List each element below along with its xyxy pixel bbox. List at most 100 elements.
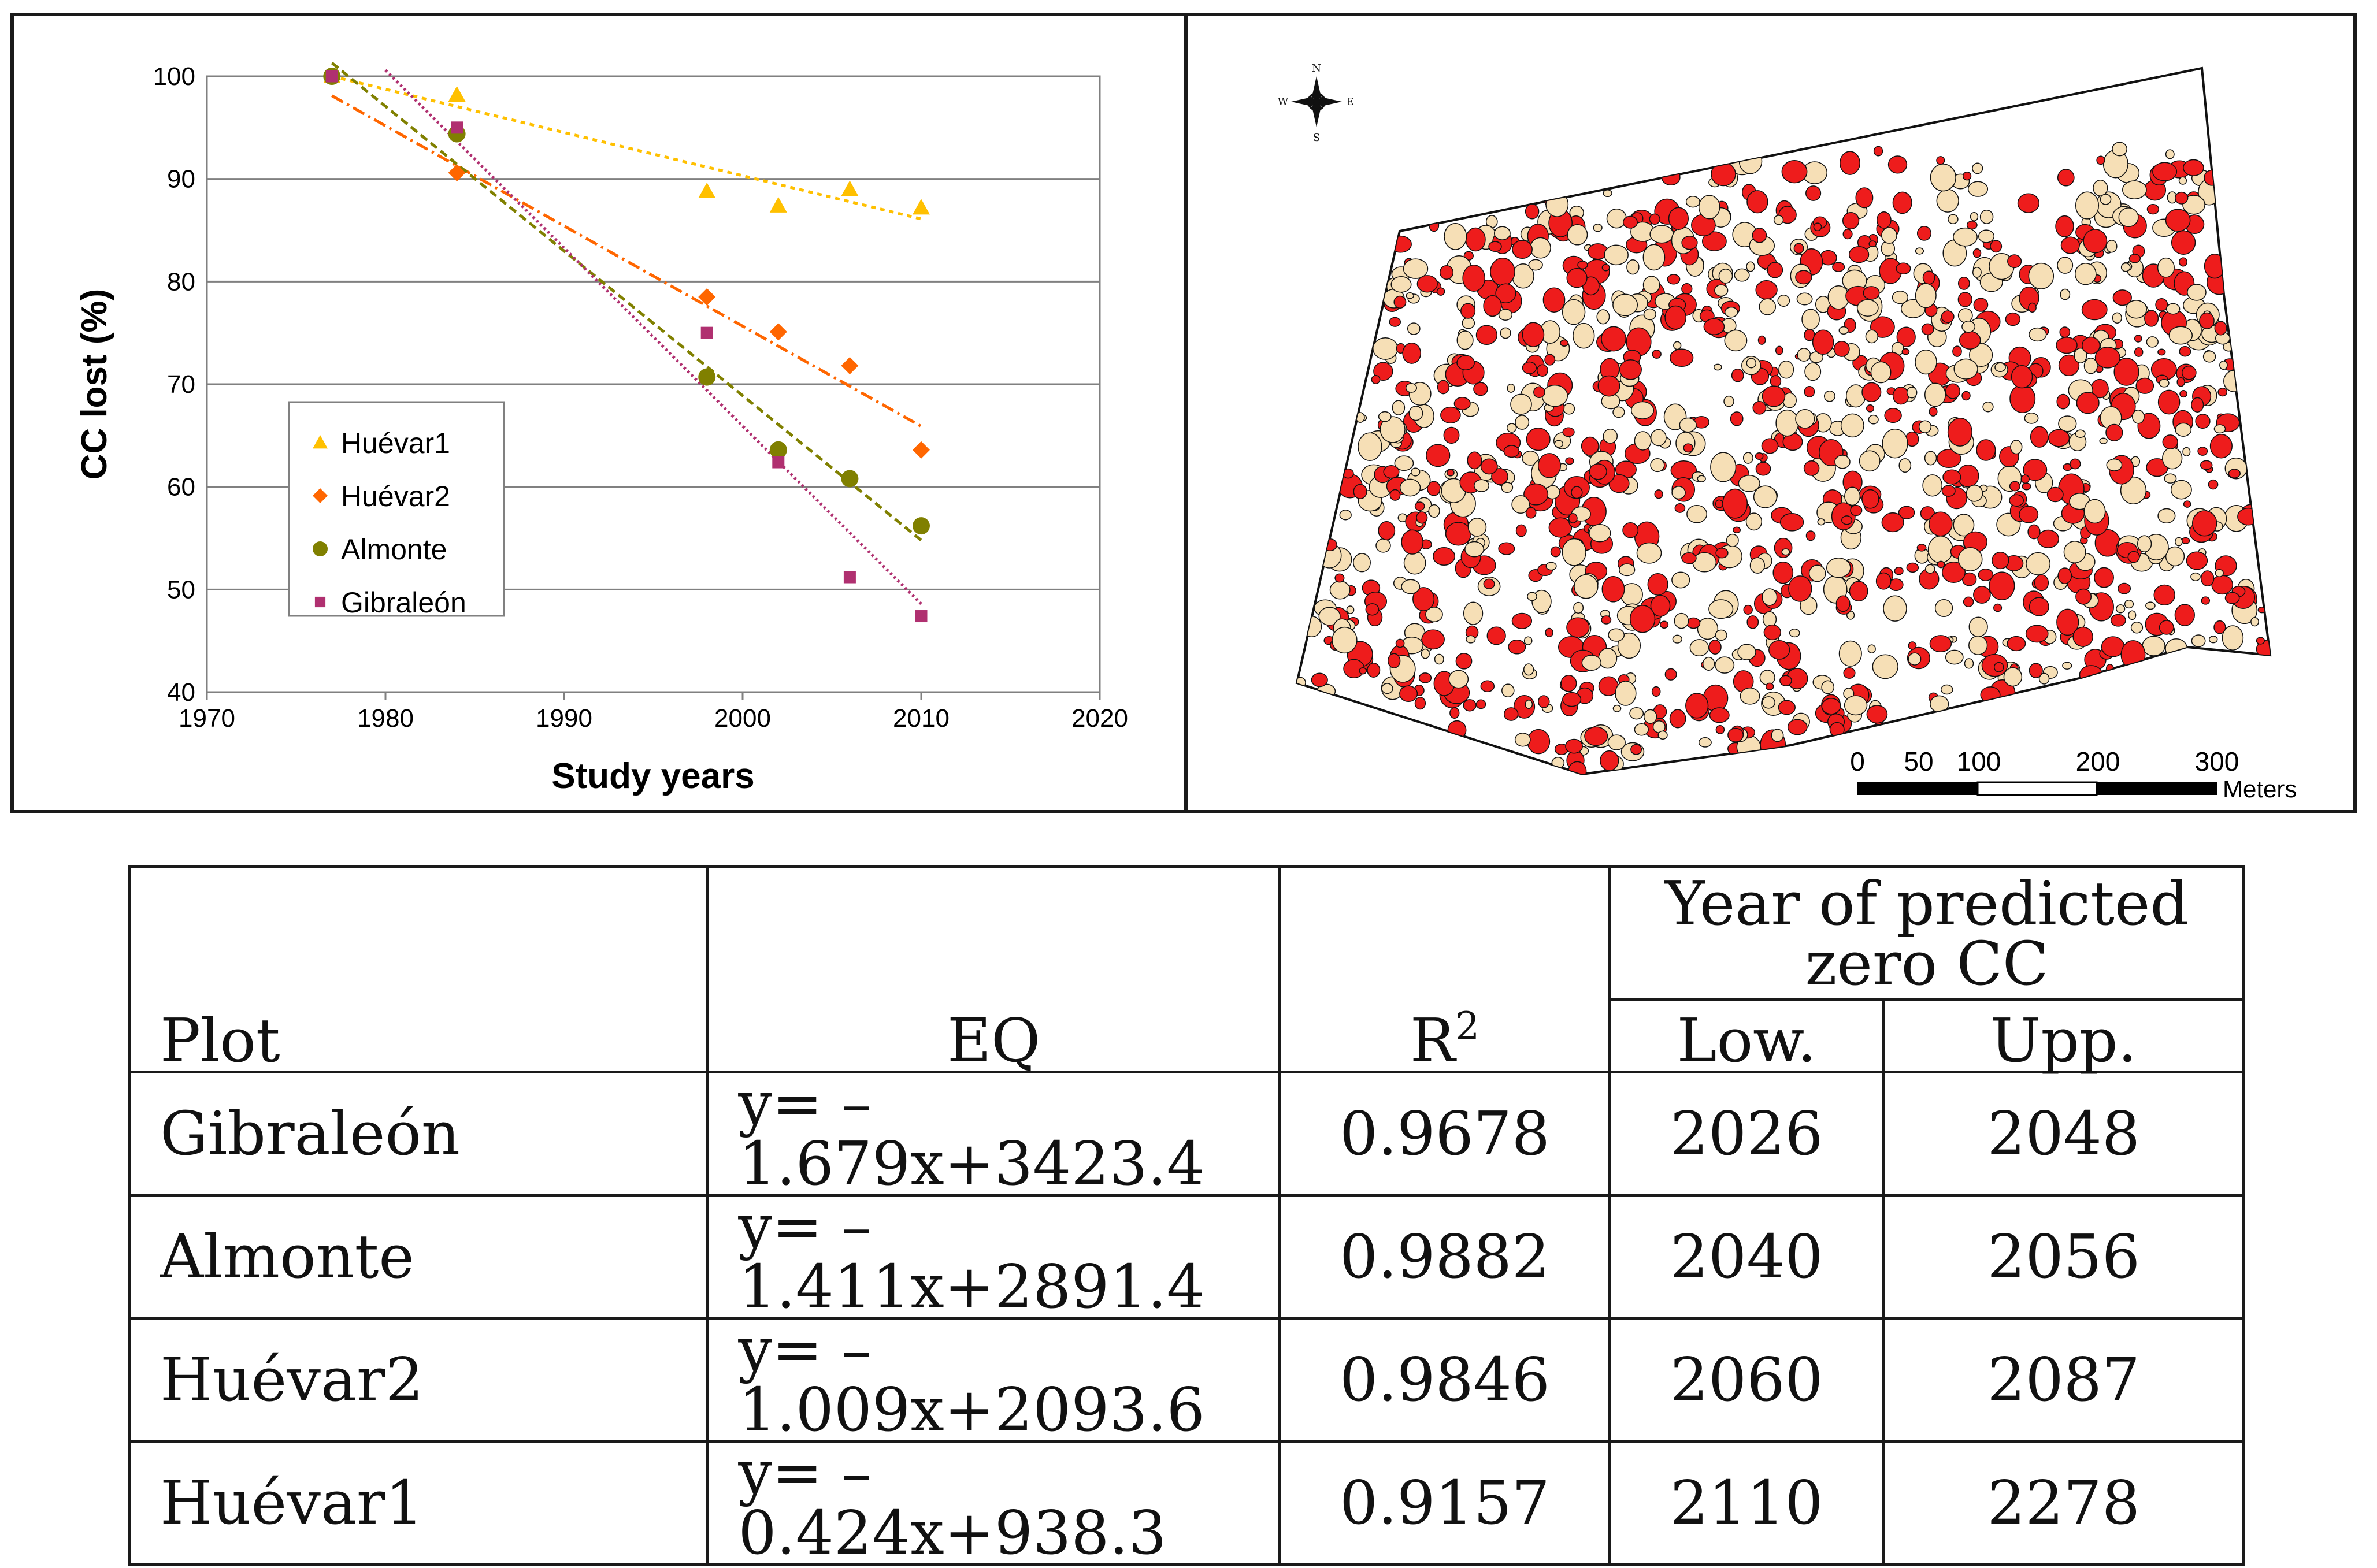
- remaining-crown: [2106, 240, 2118, 253]
- cell-r2: 0.9157: [1278, 1440, 1612, 1566]
- remaining-crown: [1672, 634, 1682, 644]
- lost-crown: [1812, 329, 1834, 355]
- lost-crown: [2083, 229, 2108, 254]
- lost-crown: [1850, 504, 1863, 517]
- tree-crowns: [1297, 142, 2270, 774]
- lost-crown: [1715, 499, 1723, 508]
- legend-marker-hu-var1: [313, 435, 328, 449]
- remaining-crown: [1759, 298, 1777, 315]
- remaining-crown: [1607, 734, 1626, 750]
- lost-crown: [1389, 235, 1412, 253]
- remaining-crown: [1978, 229, 1995, 243]
- cell-plot: Huévar2: [128, 1317, 710, 1443]
- remaining-crown: [2112, 142, 2127, 157]
- remaining-crown: [1936, 188, 1959, 213]
- lost-crown: [1526, 428, 1551, 451]
- lost-crown: [1440, 406, 1461, 423]
- remaining-crown: [1867, 644, 1876, 654]
- remaining-crown: [1753, 485, 1778, 508]
- remaining-crown: [1463, 601, 1484, 625]
- lost-crown: [2094, 347, 2120, 369]
- cell-low: 2026: [1608, 1071, 1885, 1197]
- remaining-crown: [1734, 268, 1750, 282]
- remaining-crown: [1724, 329, 1748, 352]
- remaining-crown: [1642, 276, 1660, 294]
- lost-crown: [1414, 501, 1425, 511]
- lost-crown: [2019, 506, 2039, 523]
- remaining-crown: [2112, 312, 2122, 324]
- point-almonte-1998: [698, 368, 716, 386]
- cell-plot: Huévar1: [128, 1440, 710, 1566]
- cell-upp: 2048: [1882, 1071, 2245, 1197]
- lost-crown: [1522, 361, 1537, 374]
- remaining-crown: [2130, 622, 2144, 634]
- remaining-crown: [1506, 423, 1517, 433]
- lost-crown: [1781, 159, 1808, 184]
- lost-crown: [1399, 685, 1418, 703]
- remaining-crown: [1979, 209, 1994, 224]
- legend-label-hu-var2: Huévar2: [341, 480, 450, 512]
- lost-crown: [2175, 191, 2189, 205]
- remaining-crown: [1373, 337, 1399, 360]
- lost-crown: [1670, 348, 1694, 367]
- lost-crown: [1921, 323, 1934, 336]
- prediction-table: Plot EQ R2 Year of predicted zero CC Low.…: [128, 865, 2245, 1566]
- compass-e: E: [1346, 96, 1353, 108]
- remaining-crown: [1598, 648, 1618, 669]
- lost-crown: [2181, 365, 2197, 380]
- lost-crown: [2201, 596, 2211, 605]
- lost-crown: [1560, 339, 1569, 347]
- remaining-crown: [1686, 505, 1708, 523]
- lost-crown: [1941, 485, 1956, 497]
- remaining-crown: [1612, 704, 1622, 712]
- cell-eq: y= –1.009x+2093.6: [706, 1317, 1281, 1443]
- remaining-crown: [2075, 191, 2100, 220]
- lost-crown: [1414, 697, 1426, 710]
- lost-crown: [2217, 387, 2228, 397]
- scale-label-200: 200: [2076, 746, 2120, 776]
- lost-crown: [1650, 594, 1671, 617]
- lost-crown: [1755, 462, 1771, 476]
- remaining-crown: [2142, 636, 2165, 656]
- lost-crown: [1490, 258, 1515, 286]
- lost-crown: [1456, 355, 1475, 370]
- lost-crown: [1373, 362, 1393, 381]
- lost-crown: [1353, 484, 1367, 499]
- scale-label-50: 50: [1904, 746, 1933, 776]
- canopy-cover-map: N S W E 0 50 100 200 300 Meters: [1278, 62, 2297, 802]
- remaining-crown: [1922, 474, 1943, 497]
- remaining-crown: [1527, 592, 1537, 601]
- lost-crown: [2058, 354, 2080, 377]
- remaining-crown: [1856, 299, 1879, 317]
- lost-crown: [1804, 386, 1815, 397]
- remaining-crown: [1796, 292, 1813, 306]
- remaining-crown: [1795, 409, 1815, 429]
- remaining-crown: [1930, 164, 1956, 192]
- lost-crown: [1515, 524, 1527, 537]
- header-r2-base: R: [1410, 1005, 1456, 1076]
- remaining-crown: [1392, 400, 1406, 415]
- remaining-crown: [1444, 223, 1467, 250]
- lost-crown: [2197, 447, 2208, 456]
- lost-crown: [1622, 522, 1639, 538]
- lost-crown: [1703, 318, 1725, 336]
- remaining-crown: [2222, 625, 2244, 651]
- lost-crown: [1608, 474, 1630, 493]
- lost-crown: [1660, 620, 1669, 629]
- lost-crown: [1957, 292, 1972, 307]
- lost-crown: [1536, 364, 1548, 377]
- lost-crown: [1941, 310, 1955, 323]
- scale-segment-2: [1918, 782, 1978, 795]
- lost-crown: [2037, 529, 2059, 548]
- lost-crown: [1980, 686, 2001, 704]
- lost-crown: [1896, 262, 1911, 275]
- remaining-crown: [1346, 605, 1355, 614]
- lost-crown: [1473, 382, 1488, 396]
- chart-points: [323, 68, 930, 623]
- remaining-crown: [1567, 224, 1588, 246]
- lost-crown: [1813, 222, 1822, 232]
- remaining-crown: [1821, 680, 1835, 694]
- compass-w: W: [1278, 96, 1289, 108]
- lost-crown: [1437, 380, 1449, 395]
- remaining-crown: [2122, 180, 2147, 199]
